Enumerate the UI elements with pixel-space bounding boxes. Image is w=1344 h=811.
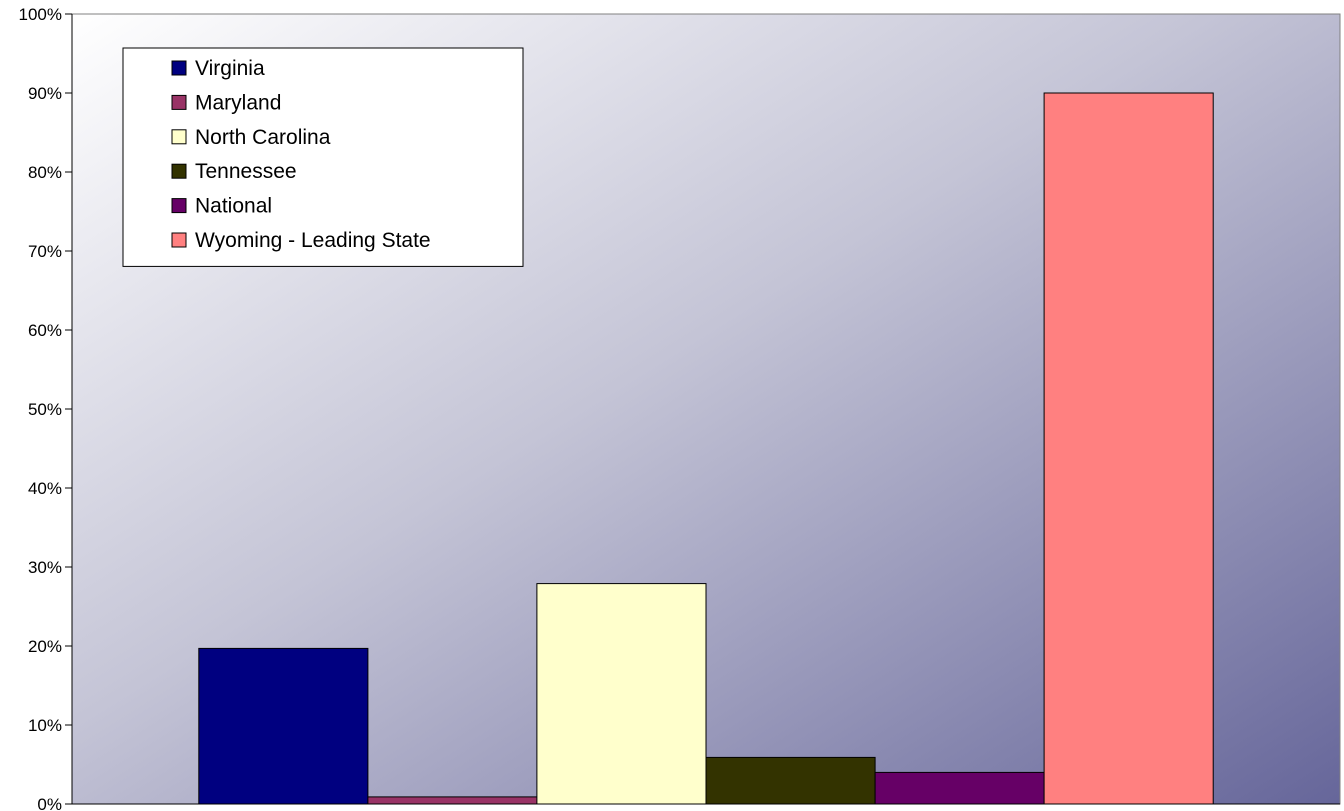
bar-tennessee <box>705 756 876 805</box>
y-tick-label: 30% <box>28 558 62 577</box>
legend-label: National <box>195 195 272 218</box>
legend-label: Wyoming - Leading State <box>195 229 431 252</box>
y-tick-label: 0% <box>37 795 62 811</box>
bar-virginia <box>198 647 369 805</box>
legend-label: Virginia <box>195 57 265 80</box>
bar-north-carolina <box>536 583 707 805</box>
legend-swatch <box>171 232 187 248</box>
legend-label: Maryland <box>195 91 281 114</box>
y-tick-label: 10% <box>28 716 62 735</box>
y-tick-label: 50% <box>28 400 62 419</box>
legend-swatch <box>171 94 187 110</box>
legend-label: Tennessee <box>195 160 297 183</box>
bars <box>198 92 1214 805</box>
y-tick-label: 100% <box>19 5 62 24</box>
legend-swatch <box>171 163 187 179</box>
legend-label: North Carolina <box>195 126 331 149</box>
legend-swatch <box>171 60 187 76</box>
y-tick-label: 40% <box>28 479 62 498</box>
y-tick-label: 60% <box>28 321 62 340</box>
legend-box <box>122 47 524 267</box>
y-tick-label: 90% <box>28 84 62 103</box>
legend-swatch <box>171 129 187 145</box>
bar-maryland <box>367 796 538 805</box>
y-tick-label: 20% <box>28 637 62 656</box>
legend-swatch <box>171 198 187 214</box>
y-tick-label: 70% <box>28 242 62 261</box>
legend: Virginia Maryland North Carolina Tennessee N… <box>122 47 524 267</box>
bar-wyoming-leading-state <box>1043 92 1214 805</box>
y-tick-label: 80% <box>28 163 62 182</box>
bar-national <box>874 771 1045 805</box>
y-axis: 0% 10% 20% 30% 40% 50% 60% 70% 80% 90% 100% <box>19 5 1340 811</box>
